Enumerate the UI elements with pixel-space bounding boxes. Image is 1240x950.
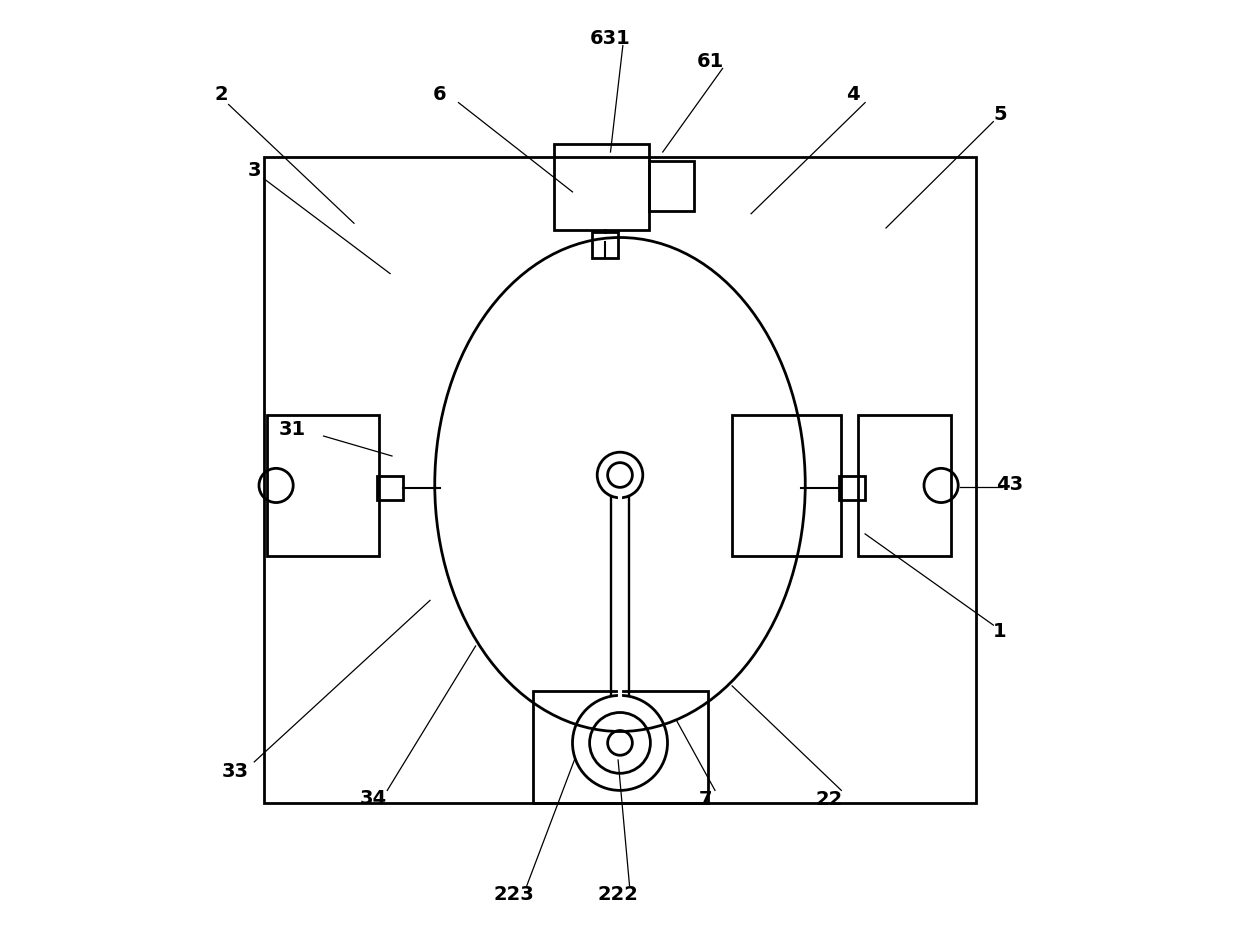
Text: 33: 33 <box>222 762 249 781</box>
Bar <box>264 157 976 803</box>
Bar <box>377 476 403 500</box>
Bar <box>591 232 618 258</box>
Text: 1: 1 <box>993 622 1007 641</box>
Ellipse shape <box>435 238 805 732</box>
Text: 31: 31 <box>279 420 306 439</box>
Text: 5: 5 <box>993 104 1007 124</box>
Bar <box>732 415 842 556</box>
Text: 43: 43 <box>996 475 1023 494</box>
Bar <box>649 162 694 211</box>
Text: 61: 61 <box>697 52 724 71</box>
Text: 34: 34 <box>360 788 387 808</box>
Text: 6: 6 <box>433 86 446 104</box>
Text: 631: 631 <box>590 28 631 48</box>
Text: 222: 222 <box>598 885 639 904</box>
Bar <box>858 415 951 556</box>
Bar <box>838 476 866 500</box>
Text: 7: 7 <box>699 790 712 809</box>
Text: 22: 22 <box>816 790 843 809</box>
Text: 3: 3 <box>248 162 260 180</box>
Text: 4: 4 <box>846 86 859 104</box>
Text: 223: 223 <box>494 885 534 904</box>
Bar <box>533 691 708 803</box>
Bar <box>267 415 378 556</box>
Bar <box>553 144 649 230</box>
Text: 2: 2 <box>215 86 228 104</box>
